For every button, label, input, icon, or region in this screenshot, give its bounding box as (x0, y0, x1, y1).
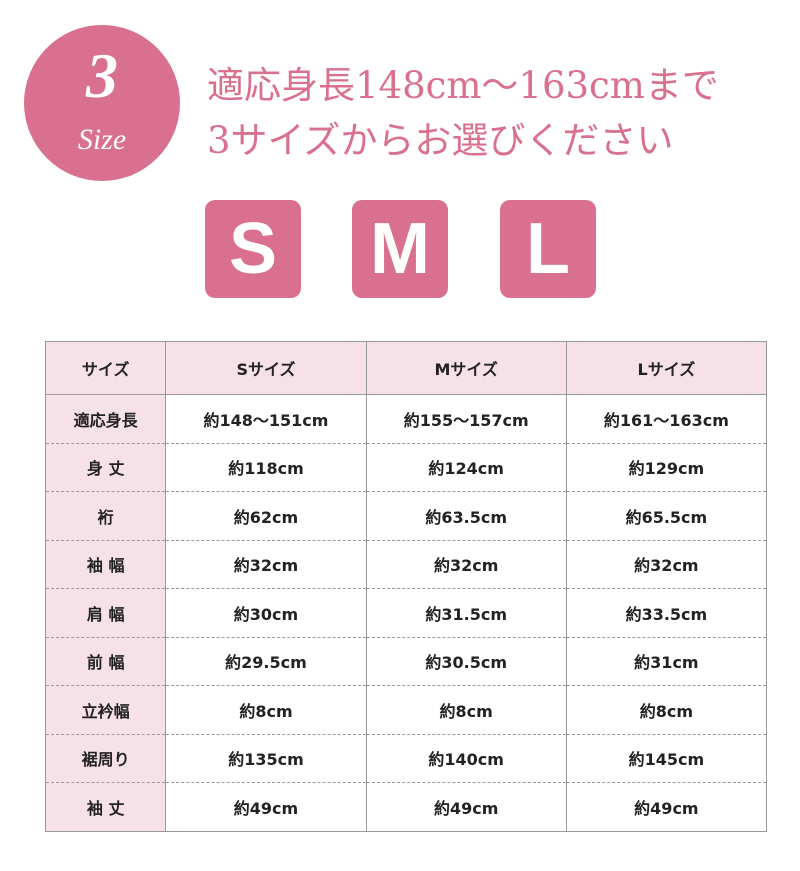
table-row: 身 丈約118cm 約124cm 約129cm (44, 443, 767, 492)
row-label: 裾周り (44, 734, 166, 783)
cell: 約32cm (165, 540, 367, 589)
row-label: 適応身長 (44, 394, 166, 444)
title-line: 適応身長148cm〜163cmまで (207, 64, 719, 107)
cell: 約129cm (565, 443, 767, 492)
cell: 約148〜151cm (165, 394, 367, 444)
cell: 約30cm (165, 588, 367, 638)
cell: 約63.5cm (365, 491, 567, 541)
table-row: 前 幅約29.5cm 約30.5cm 約31cm (44, 637, 767, 686)
table-row: 適応身長 約148〜151cm 約155〜157cm 約161〜163cm (44, 394, 767, 444)
cell: 約155〜157cm (365, 394, 567, 444)
row-label: 袖 丈 (44, 782, 166, 832)
cell: 約31.5cm (365, 588, 567, 638)
row-label: 身 丈 (44, 443, 166, 492)
cell: 約33.5cm (565, 588, 767, 638)
badge-number: 3 (86, 40, 118, 111)
cell: 約49cm (365, 782, 567, 832)
cell: 約31cm (565, 637, 767, 686)
cell: 約161〜163cm (565, 394, 767, 444)
cell: 約32cm (565, 540, 767, 589)
table-row: 袖 幅約32cm 約32cm 約32cm (44, 540, 767, 589)
badge-word: Size (77, 123, 127, 156)
row-label: 肩 幅 (44, 588, 166, 638)
row-label: 前 幅 (44, 637, 166, 686)
cell: 約65.5cm (565, 491, 767, 541)
cell: Sサイズ (165, 341, 367, 395)
row-label: 立衿幅 (44, 685, 166, 735)
size-table: サイズ Sサイズ Mサイズ Lサイズ 適応身長 約148〜151cm 約155〜157cm 約… (44, 341, 767, 832)
size-badge: L (500, 200, 596, 298)
cell: 約49cm (165, 782, 367, 832)
table-row: 裾周り 約135cm 約140cm 約145cm (44, 734, 767, 783)
cell: 約145cm (565, 734, 767, 783)
cell: 約118cm (165, 443, 367, 492)
cell: 約49cm (565, 782, 767, 832)
cell: 約8cm (365, 685, 567, 735)
size-badge: S (205, 200, 301, 298)
cell: Mサイズ (365, 341, 567, 395)
row-label: 袖 幅 (44, 540, 166, 589)
table-row: 袖 丈約49cm 約49cm 約49cm (44, 782, 767, 832)
table-row: 立衿幅 約8cm 約8cm 約8cm (44, 685, 767, 735)
cell: 約140cm (365, 734, 567, 783)
row-label: サイズ (44, 341, 166, 395)
table-row: サイズ Sサイズ Mサイズ Lサイズ (44, 341, 767, 395)
cell: 約8cm (165, 685, 367, 735)
table-row: 肩 幅約30cm 約31.5cm 約33.5cm (44, 588, 767, 638)
size-badge: M (352, 200, 448, 298)
cell: Lサイズ (565, 341, 767, 395)
row-label: 裄 (44, 491, 166, 541)
title-line: 3サイズからお選びください (207, 119, 674, 162)
cell: 約8cm (565, 685, 767, 735)
cell: 約135cm (165, 734, 367, 783)
cell: 約124cm (365, 443, 567, 492)
cell: 約32cm (365, 540, 567, 589)
table-row: 裄約62cm 約63.5cm 約65.5cm (44, 491, 767, 541)
size-badge-circle: 3 Size (24, 25, 180, 181)
cell: 約62cm (165, 491, 367, 541)
cell: 約29.5cm (165, 637, 367, 686)
cell: 約30.5cm (365, 637, 567, 686)
